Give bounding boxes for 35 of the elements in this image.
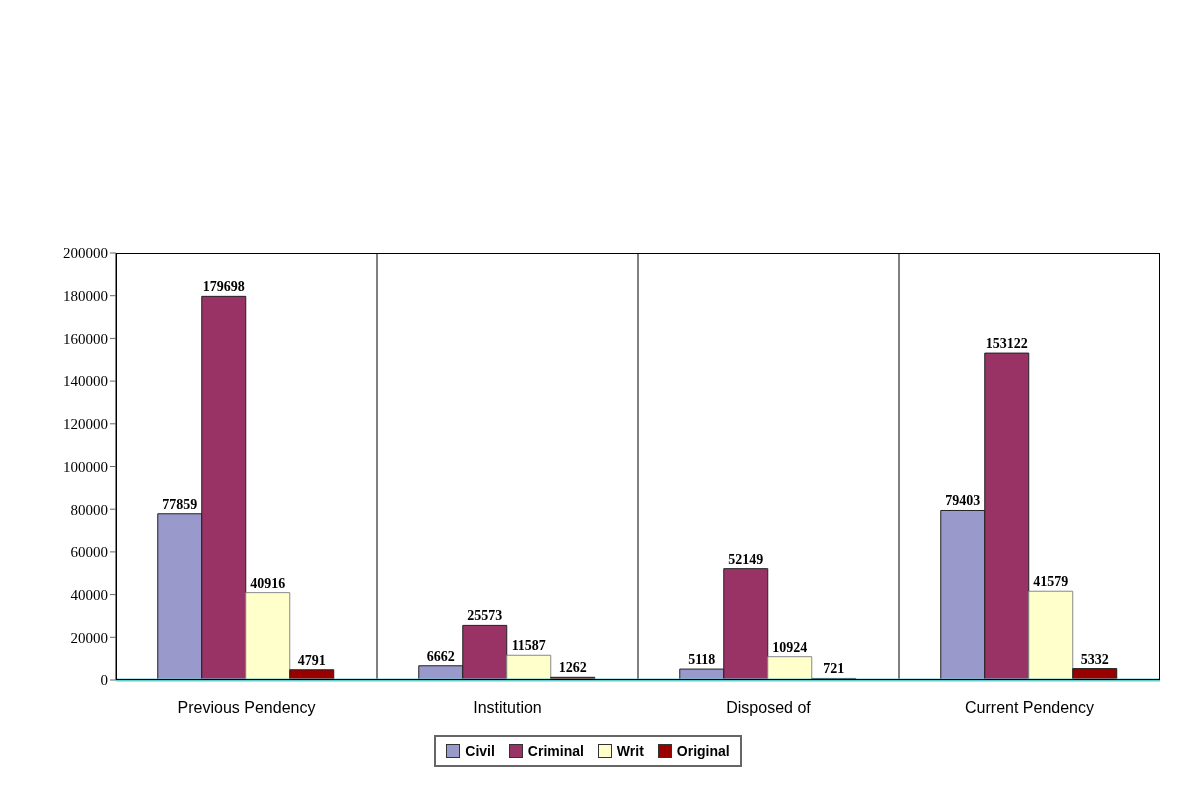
data-label: 40916 <box>250 575 286 591</box>
y-tick-label: 140000 <box>63 373 108 390</box>
y-tick-label: 180000 <box>63 288 108 305</box>
data-label: 77859 <box>162 496 198 512</box>
y-tick-label: 160000 <box>63 330 108 347</box>
data-label: 6662 <box>426 648 455 664</box>
y-tick-label: 80000 <box>70 501 108 518</box>
data-label: 1262 <box>558 660 587 676</box>
y-tick-label: 60000 <box>70 544 108 561</box>
y-tick-label: 0 <box>100 672 108 689</box>
data-label: 5332 <box>1080 651 1109 667</box>
y-tick-label: 40000 <box>70 586 108 603</box>
data-label: 5118 <box>688 652 716 668</box>
y-tick-label: 20000 <box>70 629 108 646</box>
x-tick-label: Disposed of <box>726 699 812 717</box>
x-tick-label: Current Pendency <box>965 699 1094 717</box>
data-label: 179698 <box>202 279 245 295</box>
legend-label: Original <box>675 743 730 759</box>
data-label: 52149 <box>728 551 764 567</box>
y-tick-label: 120000 <box>63 416 108 433</box>
x-tick-label: Previous Pendency <box>177 699 316 717</box>
data-label: 4791 <box>297 652 326 668</box>
data-label: 153122 <box>985 336 1028 352</box>
data-label: 79403 <box>945 493 981 509</box>
y-tick-label: 100000 <box>63 458 108 475</box>
data-label: 721 <box>823 661 845 677</box>
data-label: 41579 <box>1033 574 1069 590</box>
data-label: 11587 <box>511 638 546 654</box>
legend-label: Writ <box>615 743 644 759</box>
data-label: 10924 <box>772 639 808 655</box>
legend-label: Civil <box>464 743 495 759</box>
data-label: 25573 <box>467 608 503 624</box>
legend-label: Criminal <box>526 743 584 759</box>
y-tick-label: 200000 <box>63 245 108 262</box>
x-tick-label: Institution <box>473 699 542 717</box>
